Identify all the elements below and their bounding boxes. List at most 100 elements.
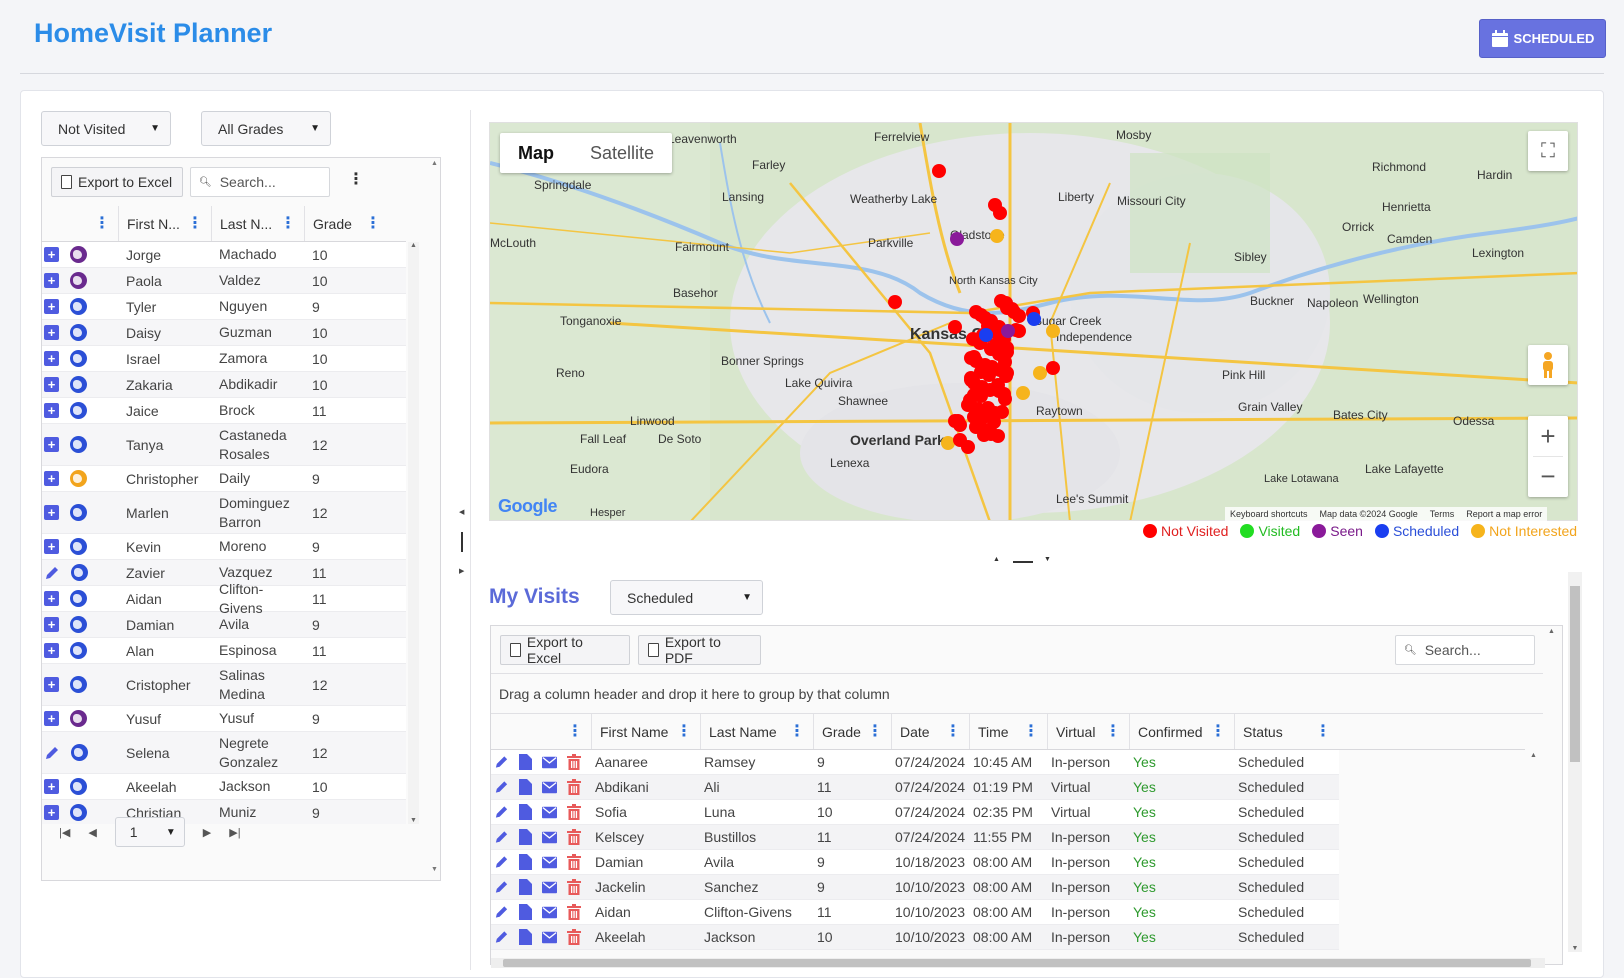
trash-icon[interactable] (566, 879, 581, 895)
document-icon[interactable] (518, 929, 533, 945)
right-pane-scroll-thumb[interactable] (1570, 586, 1580, 762)
column-menu-icon[interactable]: ⋮ (567, 722, 583, 740)
student-row[interactable]: + Christian Muniz 9 (42, 800, 406, 824)
visits-hscrollbar[interactable] (491, 958, 1545, 968)
students-col-first[interactable]: First N... ⋮ (118, 206, 211, 241)
map-marker[interactable] (1000, 301, 1014, 315)
map-marker[interactable] (966, 332, 980, 346)
email-icon[interactable] (542, 779, 557, 795)
column-menu-icon[interactable]: ⋮ (867, 722, 883, 740)
globe-icon[interactable] (71, 744, 88, 761)
expand-plus-icon[interactable]: + (44, 437, 59, 452)
trash-icon[interactable] (566, 779, 581, 795)
column-menu-icon[interactable]: ⋮ (1210, 722, 1226, 740)
map-marker[interactable] (977, 428, 991, 442)
globe-icon[interactable] (70, 804, 87, 821)
edit-pencil-icon[interactable] (44, 745, 60, 761)
map-view[interactable]: Leavenworth Ferrelview Mosby Farley Lansing W… (489, 122, 1578, 521)
student-row[interactable]: + Aidan Clifton-Givens 11 (42, 581, 406, 616)
map-marker[interactable] (950, 232, 964, 246)
map-marker[interactable] (998, 392, 1012, 406)
expand-plus-icon[interactable]: + (44, 711, 59, 726)
globe-icon[interactable] (70, 710, 87, 727)
group-panel[interactable]: Drag a column header and drop it here to… (491, 673, 1543, 714)
expand-plus-icon[interactable]: + (44, 299, 59, 314)
scroll-up-icon[interactable]: ▲ (410, 242, 417, 249)
column-menu-icon[interactable]: ⋮ (365, 214, 381, 232)
column-menu-icon[interactable]: ⋮ (187, 214, 203, 232)
visits-col-actions[interactable]: ⋮ (491, 714, 591, 749)
expand-plus-icon[interactable]: + (44, 247, 59, 262)
globe-icon[interactable] (70, 272, 87, 289)
visits-col-virtual[interactable]: Virtual ⋮ (1047, 714, 1129, 749)
visit-row[interactable]: Sofia Luna 10 07/24/2024 02:35 PM Virtual Yes S… (491, 800, 1339, 825)
map-marker[interactable] (888, 295, 902, 309)
edit-pencil-icon[interactable] (494, 829, 509, 845)
visits-col-first-name[interactable]: First Name ⋮ (591, 714, 700, 749)
globe-icon[interactable] (70, 350, 87, 367)
globe-icon[interactable] (70, 376, 87, 393)
globe-icon[interactable] (70, 676, 87, 693)
page-select[interactable]: 1 ▼ (114, 817, 185, 847)
zoom-out-icon[interactable]: − (1540, 461, 1556, 491)
student-row[interactable]: + Israel Zamora 10 (42, 346, 406, 372)
visit-row[interactable]: Jackelin Sanchez 9 10/10/2023 08:00 AM In-per… (491, 875, 1339, 900)
student-row[interactable]: + Kevin Moreno 9 (42, 534, 406, 560)
map-marker[interactable] (993, 206, 1007, 220)
splitter-left-icon[interactable]: ◀ (459, 509, 465, 516)
column-menu-icon[interactable]: ⋮ (1105, 722, 1121, 740)
document-icon[interactable] (518, 904, 533, 920)
expand-plus-icon[interactable]: + (44, 539, 59, 554)
trash-icon[interactable] (566, 754, 581, 770)
column-menu-icon[interactable]: ⋮ (280, 214, 296, 232)
edit-pencil-icon[interactable] (494, 854, 509, 870)
edit-pencil-icon[interactable] (44, 565, 60, 581)
student-row[interactable]: + Paola Valdez 10 (42, 268, 406, 294)
fullscreen-icon[interactable]: ⛶ (1528, 131, 1568, 171)
visits-filter-select[interactable]: Scheduled ▼ (610, 580, 763, 615)
globe-icon[interactable] (70, 590, 87, 607)
document-icon[interactable] (518, 754, 533, 770)
expand-plus-icon[interactable]: + (44, 779, 59, 794)
trash-icon[interactable] (566, 804, 581, 820)
globe-icon[interactable] (70, 436, 87, 453)
right-pane-scrollbar[interactable]: ▼ (1568, 572, 1582, 952)
expand-plus-icon[interactable]: + (44, 591, 59, 606)
visit-row[interactable]: Aidan Clifton-Givens 11 10/10/2023 08:00 AM I… (491, 900, 1339, 925)
map-marker[interactable] (961, 440, 975, 454)
expand-plus-icon[interactable]: + (44, 617, 59, 632)
expand-plus-icon[interactable]: + (44, 377, 59, 392)
email-icon[interactable] (542, 829, 557, 845)
trash-icon[interactable] (566, 929, 581, 945)
column-menu-icon[interactable]: ⋮ (945, 722, 961, 740)
trash-icon[interactable] (566, 904, 581, 920)
globe-icon[interactable] (70, 504, 87, 521)
edit-pencil-icon[interactable] (494, 879, 509, 895)
map-marker[interactable] (1012, 309, 1026, 323)
map-marker[interactable] (1033, 366, 1047, 380)
student-row[interactable]: + Tanya Castaneda Rosales 12 (42, 424, 406, 466)
students-toolbar-menu-icon[interactable]: ⋮ (348, 171, 364, 188)
map-type-satellite-button[interactable]: Satellite (590, 142, 655, 163)
map-marker[interactable] (941, 436, 955, 450)
visits-export-pdf-button[interactable]: Export to PDF (638, 634, 761, 666)
globe-icon[interactable] (70, 470, 87, 487)
visit-row[interactable]: Akeelah Jackson 10 10/10/2023 08:00 AM In-per… (491, 925, 1339, 950)
student-row[interactable]: + Daisy Guzman 10 (42, 320, 406, 346)
map-marker[interactable] (961, 398, 975, 412)
map-marker[interactable] (967, 376, 981, 390)
globe-icon[interactable] (70, 616, 87, 633)
visit-row[interactable]: Kelscey Bustillos 11 07/24/2024 11:55 PM In-p… (491, 825, 1339, 850)
student-row[interactable]: Selena Negrete Gonzalez 12 (42, 732, 406, 774)
column-menu-icon[interactable]: ⋮ (789, 722, 805, 740)
globe-icon[interactable] (70, 298, 87, 315)
student-row[interactable]: + Christopher Daily 9 (42, 466, 406, 492)
map-marker[interactable] (1016, 386, 1030, 400)
column-menu-icon[interactable]: ⋮ (1315, 722, 1331, 740)
globe-icon[interactable] (70, 538, 87, 555)
scheduled-button[interactable]: SCHEDULED (1479, 19, 1606, 58)
visit-row[interactable]: Damian Avila 9 10/18/2023 08:00 AM In-person Y… (491, 850, 1339, 875)
globe-icon[interactable] (71, 564, 88, 581)
expand-plus-icon[interactable]: + (44, 677, 59, 692)
keyboard-shortcuts-link[interactable]: Keyboard shortcuts (1230, 509, 1308, 519)
